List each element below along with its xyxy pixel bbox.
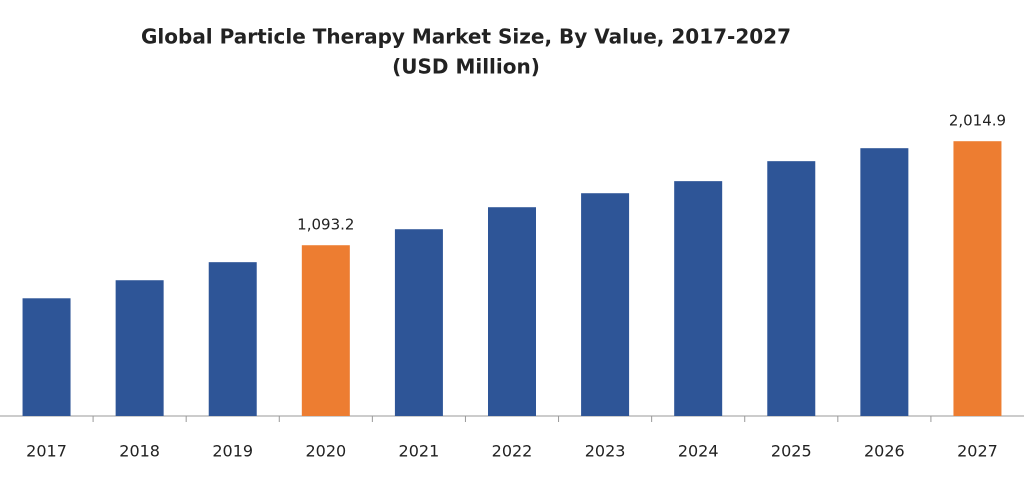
x-tick-label: 2024 bbox=[678, 442, 719, 461]
bar bbox=[22, 298, 71, 416]
data-label: 2,014.9 bbox=[949, 112, 1006, 130]
x-tick-label: 2017 bbox=[26, 442, 67, 461]
bar bbox=[488, 207, 536, 416]
x-tick-label: 2027 bbox=[957, 442, 998, 461]
bar bbox=[301, 245, 350, 416]
x-tick-label: 2019 bbox=[212, 442, 253, 461]
bar bbox=[674, 181, 723, 416]
chart-subtitle: (USD Million) bbox=[392, 55, 540, 79]
x-tick-label: 2023 bbox=[585, 442, 626, 461]
x-tick-label: 2025 bbox=[771, 442, 812, 461]
bar bbox=[208, 262, 257, 416]
x-tick-label: 2018 bbox=[119, 442, 160, 461]
bar bbox=[394, 229, 443, 416]
bar bbox=[860, 148, 909, 416]
chart-title: Global Particle Therapy Market Size, By … bbox=[141, 25, 791, 49]
bar bbox=[767, 161, 816, 416]
bar bbox=[115, 280, 164, 416]
bar bbox=[953, 141, 1002, 416]
x-tick-label: 2022 bbox=[492, 442, 533, 461]
x-tick-label: 2020 bbox=[305, 442, 346, 461]
x-tick-label: 2021 bbox=[399, 442, 440, 461]
x-tick-label: 2026 bbox=[864, 442, 905, 461]
bar bbox=[581, 193, 630, 416]
data-label: 1,093.2 bbox=[297, 216, 354, 234]
